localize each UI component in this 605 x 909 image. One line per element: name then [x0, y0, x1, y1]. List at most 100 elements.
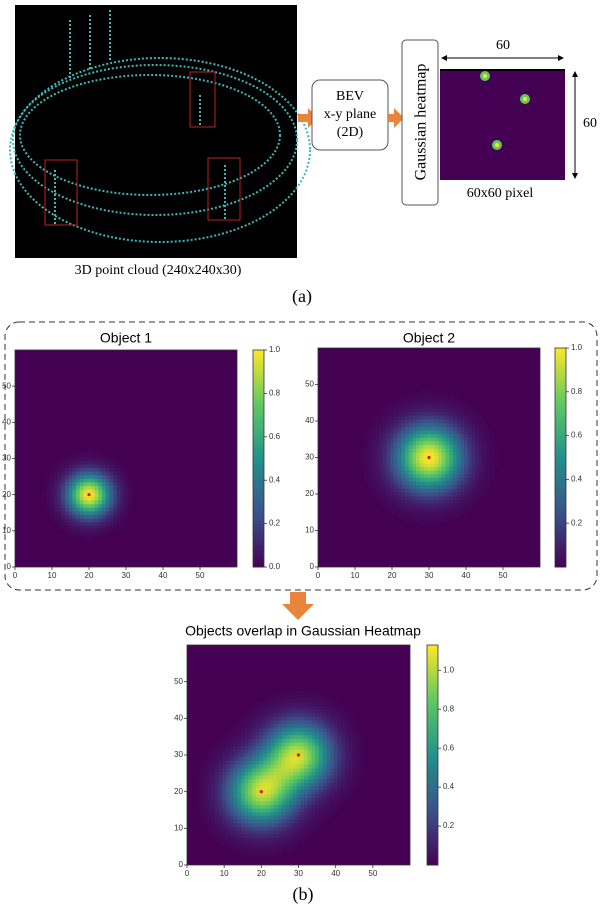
heatmap-cell	[54, 500, 58, 504]
heatmap-cell	[215, 772, 219, 776]
heatmap-cell	[442, 397, 446, 401]
heatmap-cell	[449, 437, 453, 441]
heatmap-cell	[375, 441, 379, 445]
heatmap-cell	[345, 768, 349, 772]
heatmap-cell	[204, 794, 208, 798]
heatmap-cell	[300, 841, 304, 845]
colorbar-step	[555, 454, 566, 458]
heatmap-cell	[113, 489, 117, 493]
heatmap-cell	[248, 834, 252, 838]
heatmap-cell	[412, 434, 416, 438]
heatmap-cell	[420, 463, 424, 467]
heatmap-cell	[475, 423, 479, 427]
heatmap-cell	[383, 426, 387, 430]
heatmap-cell	[409, 514, 413, 518]
heatmap-cell	[300, 790, 304, 794]
heatmap-cell	[72, 533, 76, 537]
heatmap-cell	[58, 522, 62, 526]
heatmap-cell	[233, 742, 237, 746]
heatmap-cell	[117, 525, 121, 529]
heatmap-cell	[416, 507, 420, 511]
heatmap-cell	[427, 467, 431, 471]
heatmap-cell	[230, 812, 234, 816]
heatmap-cell	[468, 445, 472, 449]
x-tick-label: 0	[185, 869, 190, 878]
heatmap-cell	[248, 720, 252, 724]
heatmap-cell	[237, 794, 241, 798]
heatmap-cell	[453, 481, 457, 485]
heatmap-cell	[352, 750, 356, 754]
heatmap-cell	[245, 757, 249, 761]
heatmap-cell	[431, 514, 435, 518]
heatmap-cell	[245, 735, 249, 739]
heatmap-cell	[427, 426, 431, 430]
heatmap-cell	[215, 764, 219, 768]
heatmap-cell	[46, 493, 50, 497]
heatmap-cell	[401, 434, 405, 438]
heatmap-cell	[285, 757, 289, 761]
heatmap-cell	[330, 812, 334, 816]
heatmap-cell	[319, 731, 323, 735]
heatmap-cell	[230, 816, 234, 820]
heatmap-cell	[233, 746, 237, 750]
heatmap-cell	[438, 514, 442, 518]
heatmap-cell	[80, 500, 84, 504]
heatmap-cell	[278, 816, 282, 820]
heatmap-cell	[271, 731, 275, 735]
heatmap-cell	[237, 790, 241, 794]
heatmap-cell	[334, 794, 338, 798]
heatmap-cell	[326, 805, 330, 809]
heatmap-cell	[442, 470, 446, 474]
heatmap-cell	[293, 691, 297, 695]
heatmap-cell	[352, 728, 356, 732]
heatmap-cell	[278, 841, 282, 845]
heatmap-cell	[215, 779, 219, 783]
heatmap-cell	[271, 713, 275, 717]
heatmap-cell	[72, 482, 76, 486]
heatmap-cell	[356, 764, 360, 768]
heatmap-cell	[259, 849, 263, 853]
heatmap-cell	[58, 482, 62, 486]
colorbar-step	[253, 459, 264, 463]
heatmap-cell	[438, 426, 442, 430]
heatmap-cell	[200, 790, 204, 794]
heatmap-cell	[494, 459, 498, 463]
heatmap-cell	[323, 768, 327, 772]
heatmap-cell	[460, 459, 464, 463]
heatmap-cell	[271, 764, 275, 768]
heatmap-cell	[282, 816, 286, 820]
heatmap-cell	[259, 724, 263, 728]
heatmap-cell	[61, 504, 65, 508]
heatmap-cell	[409, 507, 413, 511]
colorbar-step	[253, 538, 264, 542]
heatmap-cell	[102, 482, 106, 486]
heatmap-cell	[490, 456, 494, 460]
colorbar-step	[427, 777, 438, 781]
heatmap-cell	[113, 464, 117, 468]
heatmap-cell	[65, 478, 69, 482]
heatmap-cell	[91, 522, 95, 526]
heatmap-cell	[293, 775, 297, 779]
heatmap-cell	[282, 757, 286, 761]
heatmap-cell	[117, 486, 121, 490]
heatmap-cell	[241, 805, 245, 809]
heatmap-cell	[274, 706, 278, 710]
heatmap-cell	[113, 460, 117, 464]
heatmap-cell	[278, 827, 282, 831]
heatmap-cell	[87, 496, 91, 500]
heatmap-cell	[427, 492, 431, 496]
heatmap-cell	[405, 408, 409, 412]
heatmap-cell	[435, 474, 439, 478]
heatmap-cell	[386, 405, 390, 409]
heatmap-cell	[308, 834, 312, 838]
heatmap-cell	[483, 452, 487, 456]
heatmap-cell	[330, 786, 334, 790]
center-point	[427, 456, 430, 459]
colorbar-step	[555, 523, 566, 527]
heatmap-cell	[259, 841, 263, 845]
heatmap-cell	[65, 482, 69, 486]
heatmap-cell	[278, 735, 282, 739]
x-tick-label: 20	[388, 571, 397, 580]
heatmap-cell	[368, 485, 372, 489]
heatmap-cell	[449, 445, 453, 449]
